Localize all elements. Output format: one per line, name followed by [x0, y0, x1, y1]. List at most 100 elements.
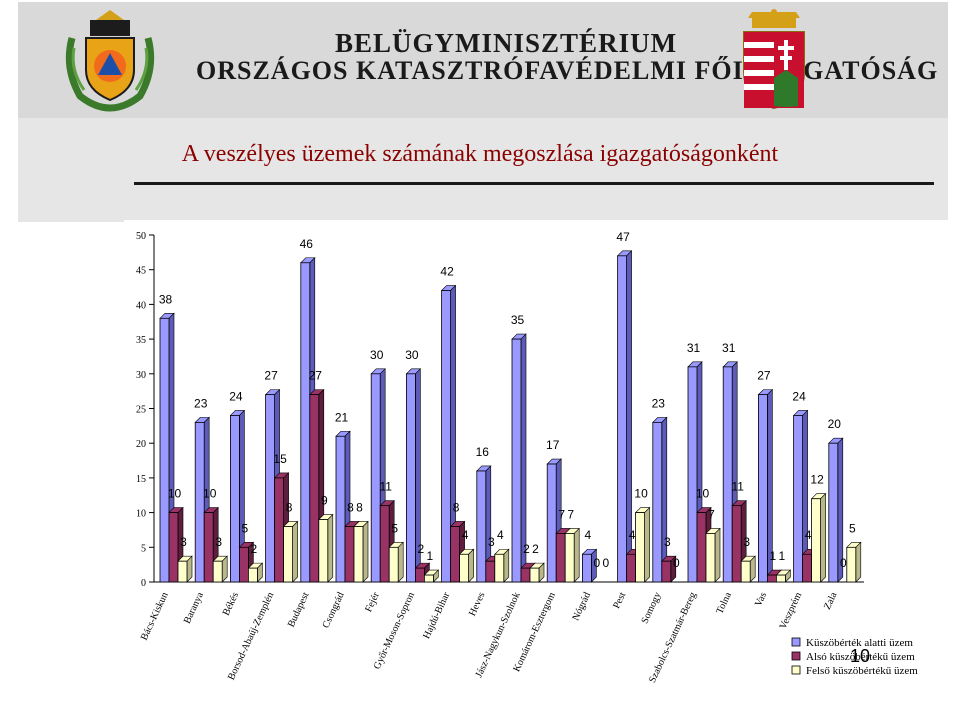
bar-side: [644, 506, 650, 583]
y-tick-label: 15: [136, 474, 146, 485]
data-label: 3: [664, 535, 671, 549]
bar: [423, 574, 434, 583]
data-label: 24: [229, 389, 243, 403]
bar-side: [397, 541, 404, 583]
header: BELÜGYMINISZTÉRIUM ORSZÁGOS KATASZTRÓFAV…: [0, 0, 960, 118]
bar: [450, 526, 461, 583]
data-label: 23: [194, 396, 208, 410]
bar-side: [820, 492, 826, 583]
legend-label: Küszöbérték alatti üzem: [806, 637, 913, 649]
data-label: 10: [168, 487, 182, 501]
bar-side: [327, 513, 334, 583]
data-label: 4: [585, 528, 592, 542]
data-label: 5: [391, 521, 398, 535]
data-label: 24: [792, 389, 806, 403]
data-label: 30: [370, 348, 384, 362]
data-label: 0: [673, 556, 680, 570]
bar: [494, 553, 505, 583]
x-tick-label: Csongrád: [321, 591, 347, 630]
data-label: 7: [708, 507, 715, 521]
title-divider: [134, 182, 934, 185]
data-label: 8: [347, 500, 354, 514]
bar: [239, 546, 249, 583]
data-label: 15: [273, 452, 287, 466]
bar: [555, 533, 566, 583]
bar: [529, 567, 540, 583]
x-tick-label: Budapest: [286, 590, 312, 629]
bar: [159, 317, 170, 583]
y-tick-label: 40: [136, 300, 146, 311]
bar: [370, 373, 381, 583]
bar: [793, 415, 803, 583]
y-tick-label: 35: [136, 335, 146, 346]
data-label: 42: [440, 265, 454, 279]
data-label: 10: [203, 487, 217, 501]
data-label: 0: [594, 556, 601, 570]
x-tick-label: Zala: [822, 590, 840, 611]
bar: [511, 338, 522, 583]
x-tick-label: Tolna: [714, 590, 734, 616]
bar: [283, 526, 294, 583]
data-label: 1: [427, 549, 434, 563]
y-tick-label: 50: [136, 231, 146, 242]
bar-side: [855, 541, 862, 583]
bar: [617, 255, 628, 583]
data-label: 16: [476, 445, 490, 459]
bar-side: [221, 555, 228, 583]
x-tick-label: Győr-Moson-Sopron: [372, 591, 417, 671]
slide-title: A veszélyes üzemek számának megoszlása i…: [181, 141, 779, 167]
legend-label: Felső küszöbértékű üzem: [806, 665, 918, 677]
data-label: 11: [379, 480, 392, 494]
bar: [335, 435, 346, 583]
y-tick-label: 30: [136, 370, 146, 381]
bar: [300, 262, 311, 583]
data-label: 38: [159, 292, 173, 306]
bar-side: [186, 555, 193, 583]
bar: [546, 463, 557, 583]
data-label: 3: [180, 535, 187, 549]
legend-swatch: [791, 651, 801, 661]
bar: [776, 574, 786, 583]
bar-side: [573, 527, 580, 583]
data-label: 11: [731, 480, 744, 494]
bar: [696, 512, 707, 583]
x-tick-label: Pest: [611, 590, 628, 610]
data-label: 21: [335, 410, 349, 424]
y-tick-label: 25: [136, 405, 146, 416]
bar: [459, 553, 470, 583]
x-tick-label: Veszprém: [778, 590, 805, 631]
bar: [626, 553, 637, 583]
bar: [687, 366, 698, 583]
bar: [635, 512, 646, 583]
bar: [564, 533, 575, 583]
bar: [414, 567, 425, 583]
data-label: 3: [488, 535, 495, 549]
bar: [828, 442, 839, 583]
data-label: 17: [546, 438, 560, 452]
data-label: 12: [810, 473, 824, 487]
data-label: 27: [264, 369, 278, 383]
data-label: 9: [321, 494, 328, 508]
bar: [230, 415, 240, 583]
data-label: 4: [805, 528, 812, 542]
data-label: 8: [356, 500, 363, 514]
bar: [265, 394, 276, 583]
x-tick-label: Nógrád: [570, 591, 593, 623]
bar: [318, 519, 329, 583]
bar: [379, 505, 390, 583]
data-label: 4: [629, 528, 636, 542]
bar: [846, 546, 857, 583]
x-tick-label: Baranya: [182, 590, 206, 625]
bar: [520, 567, 531, 583]
data-label: 8: [453, 500, 460, 514]
bar: [405, 373, 416, 583]
data-label: 3: [743, 535, 750, 549]
bar: [802, 553, 812, 583]
data-label: 10: [634, 487, 648, 501]
data-label: 46: [300, 237, 314, 251]
data-label: 31: [687, 341, 701, 355]
x-tick-label: Fejér: [363, 590, 382, 614]
data-label: 1: [779, 549, 786, 563]
data-label: 2: [523, 542, 530, 556]
bar: [722, 366, 733, 583]
